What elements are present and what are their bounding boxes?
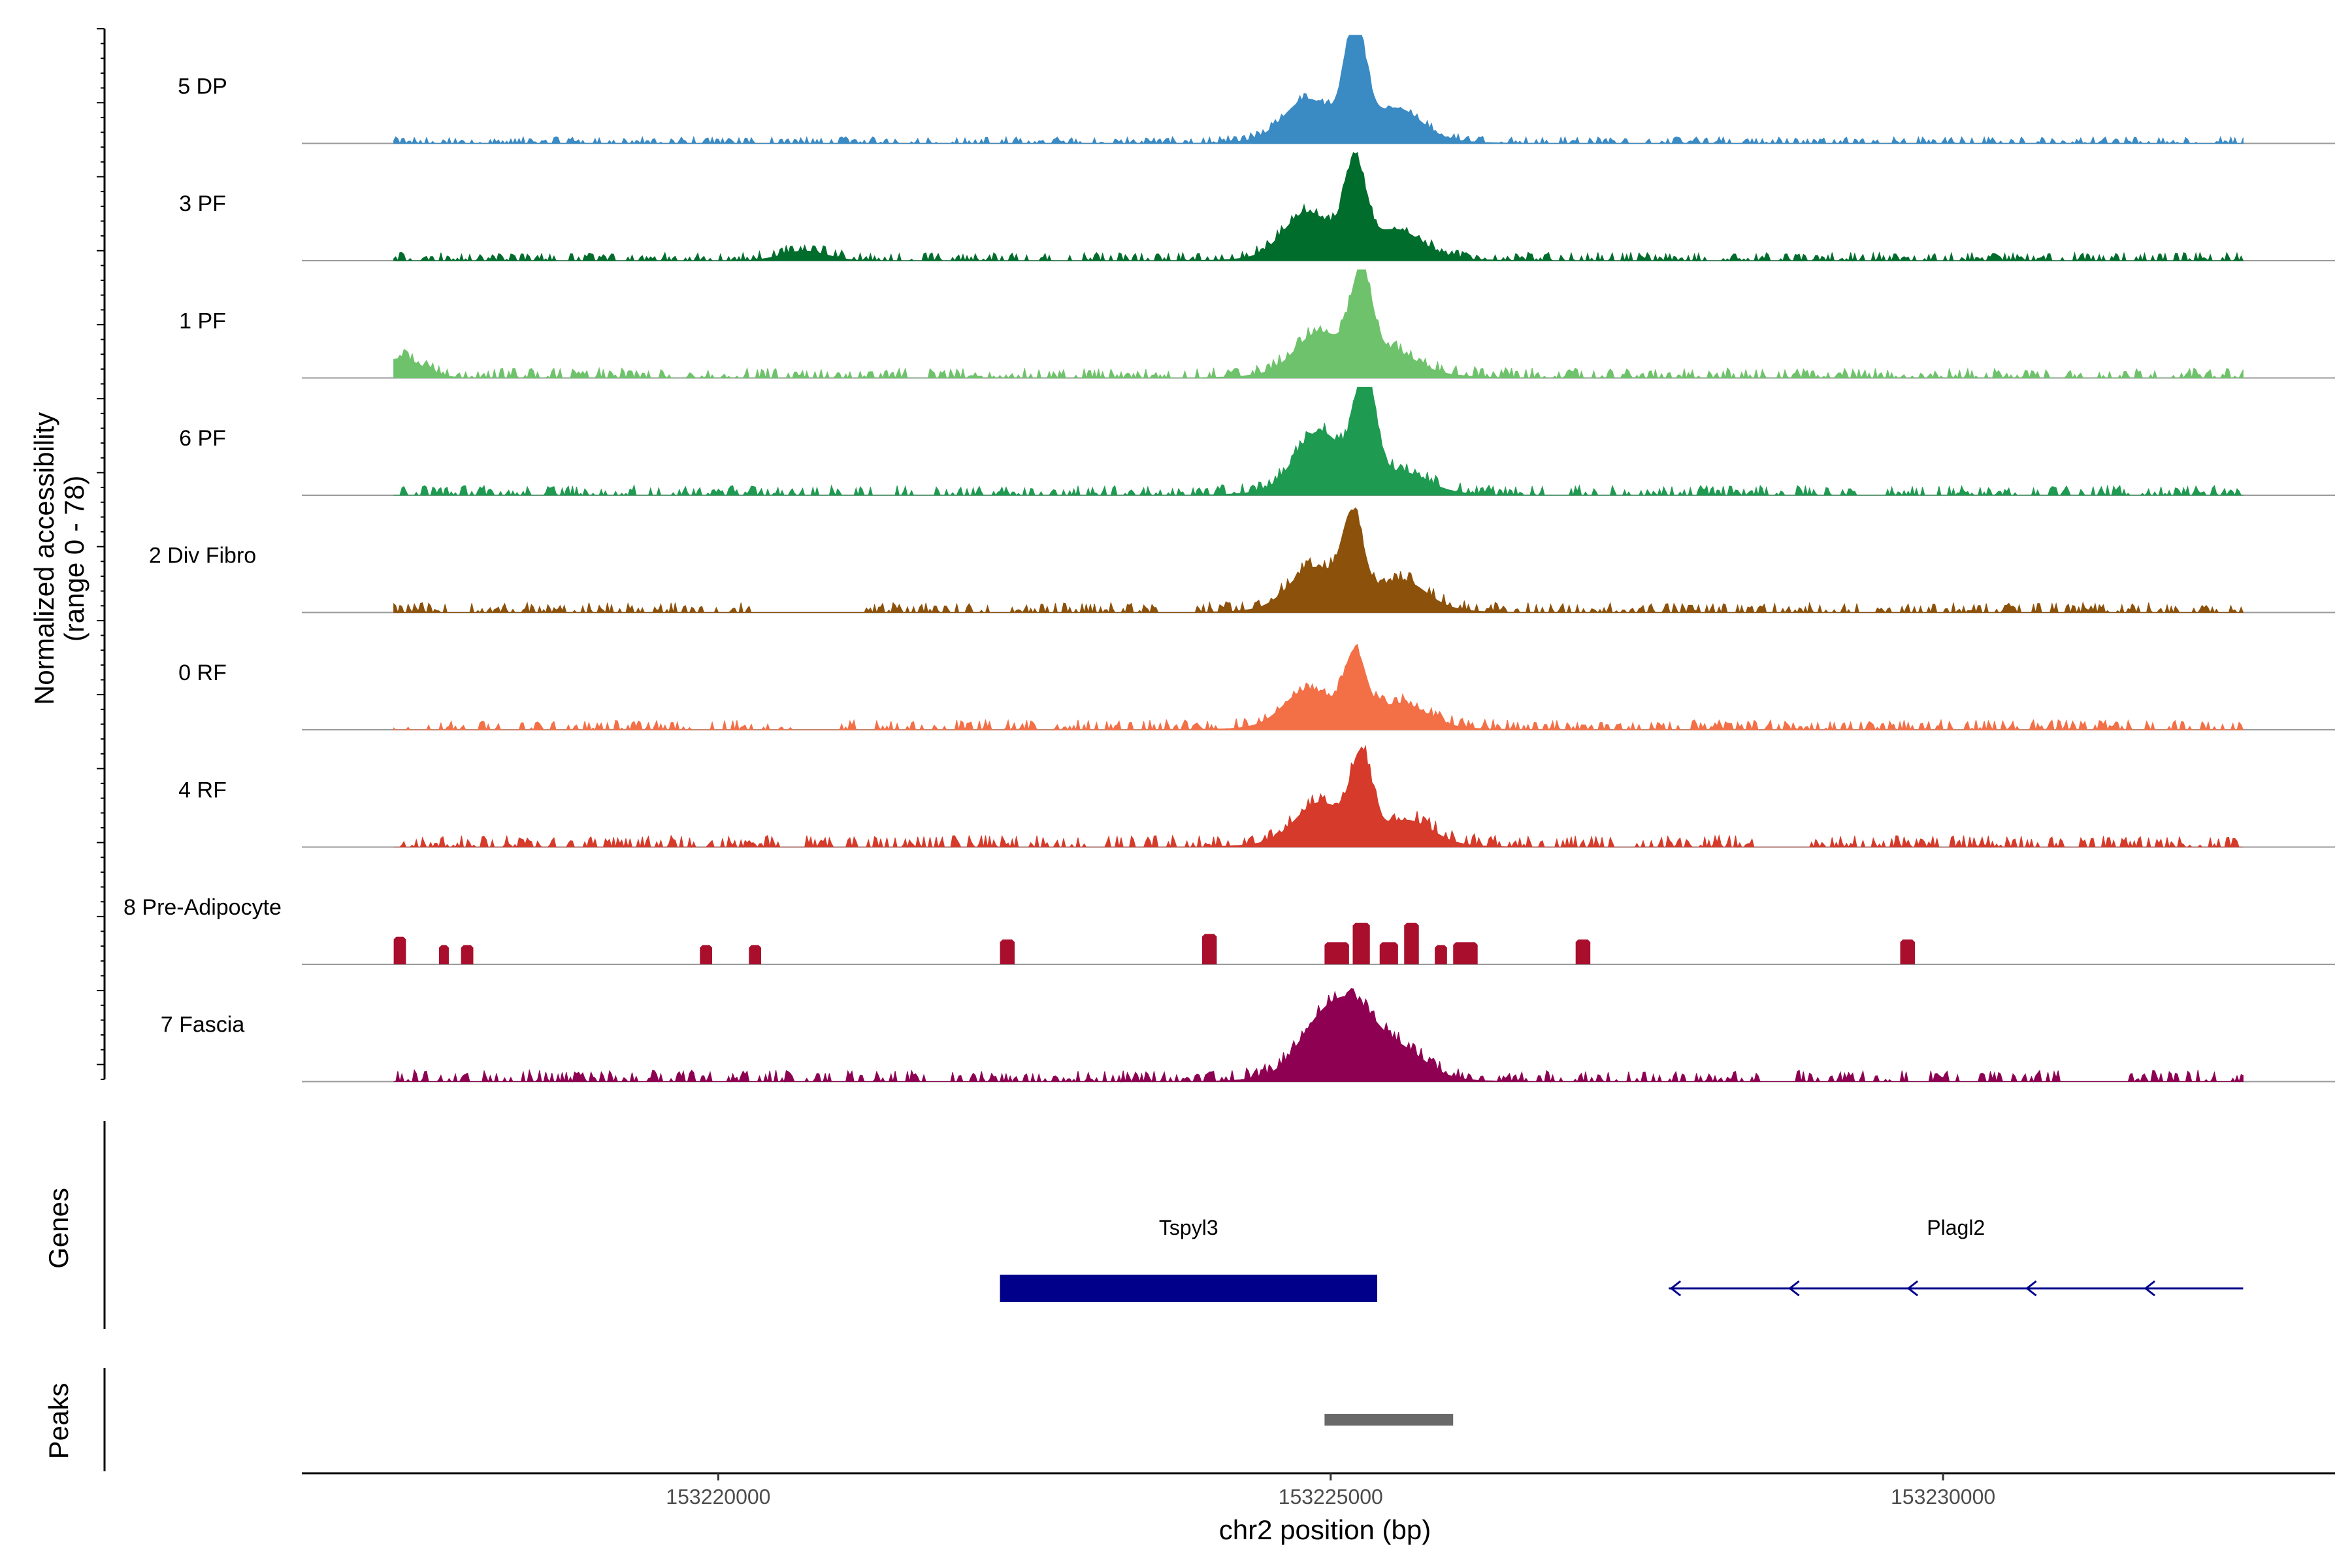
track-0-rf: 0 RF [178, 644, 2335, 731]
left-axis [97, 28, 106, 1080]
track-label: 2 Div Fibro [149, 544, 256, 568]
coverage-block [1201, 934, 1217, 964]
coverage-area [393, 744, 2244, 849]
coverage-block [1435, 945, 1447, 964]
track-2-div-fibro: 2 Div Fibro [149, 507, 2335, 614]
track-4-rf: 4 RF [178, 744, 2335, 849]
gene-strand-arrow [1669, 1280, 1682, 1297]
gene-tspyl3: Tspyl3 [1000, 1216, 1377, 1302]
gene-exon-block [1000, 1275, 1377, 1302]
coverage-block [1324, 942, 1349, 964]
genes-track: Tspyl3 Plagl2 [103, 1121, 2244, 1329]
gene-strand-arrow [1788, 1280, 1800, 1297]
gene-strand-arrow [2025, 1280, 2037, 1297]
x-axis-title: chr2 position (bp) [1219, 1514, 1431, 1545]
gene-strand-arrow [2144, 1280, 2155, 1297]
peaks-track-title: Peaks [43, 1383, 74, 1460]
gene-label: Plagl2 [1927, 1216, 1985, 1239]
coverage-block [1000, 939, 1015, 964]
coverage-block [749, 945, 762, 964]
coverage-area [393, 387, 2244, 497]
coverage-block [393, 936, 406, 964]
coverage-area [393, 152, 2244, 262]
coverage-block [438, 945, 449, 964]
track-label: 3 PF [179, 191, 226, 216]
x-tick-label: 153225000 [1279, 1485, 1383, 1509]
x-axis: 153220000 153225000 153230000 [302, 1472, 2335, 1509]
track-label: 0 RF [178, 661, 227, 685]
track-label: 4 RF [178, 778, 227, 803]
coverage-tracks: 5 DP 3 PF 1 PF 6 PF 2 Div Fibro 0 RF 4 RF 8 Pre… [123, 35, 2335, 1083]
track-label: 5 DP [178, 74, 227, 99]
track-3-pf: 3 PF [179, 152, 2335, 262]
track-8-pre-adipocyte: 8 Pre-Adipocyte [123, 895, 2335, 965]
coverage-block [1900, 939, 1915, 964]
y-axis-title-range: (range 0 - 78) [59, 476, 90, 642]
coverage-block [700, 945, 713, 964]
coverage-area [393, 507, 2244, 614]
coverage-area [393, 35, 2244, 145]
coverage-block [1379, 942, 1398, 964]
track-5-dp: 5 DP [178, 35, 2335, 145]
x-tick-label: 153230000 [1891, 1485, 1995, 1509]
coverage-block [1404, 923, 1419, 964]
track-label: 1 PF [179, 309, 226, 334]
gene-plagl2: Plagl2 [1669, 1216, 2244, 1297]
track-1-pf: 1 PF [179, 269, 2335, 380]
coverage-block [1575, 939, 1591, 964]
x-tick-label: 153220000 [666, 1485, 770, 1509]
coverage-block [1453, 942, 1478, 964]
coverage-area [393, 988, 2244, 1083]
coverage-area [393, 269, 2244, 380]
coverage-block [1352, 923, 1370, 964]
y-axis-title: Normalized accessibility [29, 412, 59, 705]
track-6-pf: 6 PF [179, 387, 2335, 497]
gene-label: Tspyl3 [1159, 1216, 1218, 1239]
track-label: 6 PF [179, 426, 226, 451]
peaks-track [103, 1368, 1454, 1471]
coverage-block [461, 945, 474, 964]
track-label: 7 Fascia [161, 1013, 245, 1037]
track-label: 8 Pre-Adipocyte [123, 895, 282, 920]
track-7-fascia: 7 Fascia [161, 988, 2335, 1083]
gene-strand-arrow [1906, 1280, 1919, 1297]
peak-region [1324, 1414, 1454, 1426]
genes-track-title: Genes [43, 1188, 74, 1269]
coverage-area [393, 644, 2244, 731]
